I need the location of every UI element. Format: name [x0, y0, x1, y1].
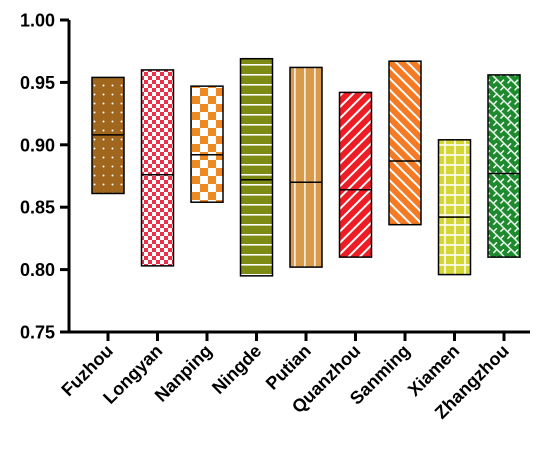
- bar-ningde: [239, 57, 274, 277]
- bar-sanming: [388, 60, 422, 226]
- x-axis-labels: FuzhouLongyanNanpingNingdePutianQuanzhou…: [57, 332, 513, 423]
- y-tick-label: 0.80: [20, 260, 55, 280]
- bar-longyan: [140, 69, 175, 267]
- y-axis-ticks: 0.75 0.80 0.85 0.90 0.95 1.00: [20, 11, 69, 343]
- bar-quanzhou: [338, 91, 373, 258]
- y-tick-label: 0.75: [20, 323, 55, 343]
- bar-putian: [289, 66, 323, 268]
- bar-nanping: [190, 85, 224, 203]
- y-tick-label: 0.85: [20, 198, 55, 218]
- bar-zhangzhou: [487, 74, 521, 258]
- y-tick-label: 0.95: [20, 73, 55, 93]
- y-tick-label: 0.90: [20, 135, 55, 155]
- x-tick-label-ningde: Ningde: [208, 341, 265, 398]
- y-tick-label: 1.00: [20, 11, 55, 31]
- bar-xiamen: [437, 139, 472, 276]
- bars: [91, 57, 521, 277]
